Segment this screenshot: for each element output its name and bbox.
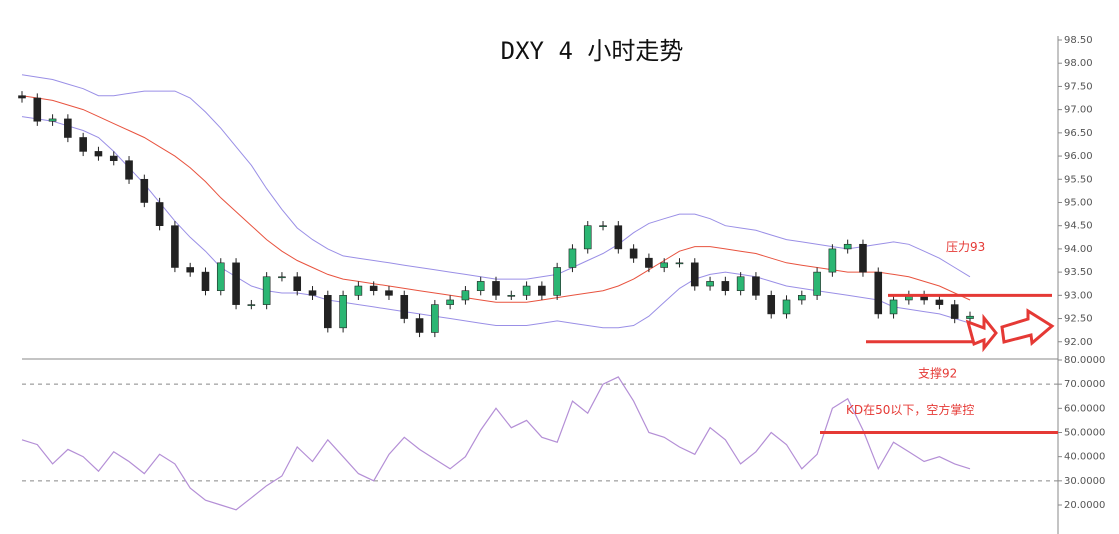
arrows xyxy=(965,308,1055,353)
candle-body xyxy=(79,137,87,152)
candle-body xyxy=(278,276,286,279)
candle-body xyxy=(950,304,959,319)
annotation-label: 支撑92 xyxy=(918,365,957,380)
y-tick-label: 40.0000 xyxy=(1064,452,1105,463)
candle-body xyxy=(675,262,684,265)
candle-body xyxy=(889,299,898,315)
candle-body xyxy=(262,276,271,305)
candle-body xyxy=(415,318,424,333)
candle-body xyxy=(629,248,638,259)
candle-body xyxy=(232,262,240,305)
y-tick-label: 97.50 xyxy=(1064,81,1093,92)
candle-body xyxy=(201,271,210,291)
candle-body xyxy=(431,304,439,333)
y-tick-label: 92.00 xyxy=(1064,337,1093,348)
annotation-label: 压力93 xyxy=(946,240,985,254)
candle-body xyxy=(461,290,470,301)
candle-body xyxy=(538,285,546,296)
candle-body xyxy=(216,262,225,291)
candle-body xyxy=(293,276,302,291)
candle-body xyxy=(247,304,256,306)
candle-body xyxy=(736,276,745,291)
candle-body xyxy=(843,243,852,250)
y-tick-label: 96.00 xyxy=(1064,151,1093,162)
candle-body xyxy=(690,262,699,287)
candle-body xyxy=(828,248,837,273)
candle-body xyxy=(186,267,194,273)
candle-body xyxy=(935,299,944,305)
candle-body xyxy=(109,155,118,162)
candle-body xyxy=(522,285,531,296)
band-lower xyxy=(21,116,971,329)
y-tick-label: 60.0000 xyxy=(1064,403,1105,414)
candle-body xyxy=(706,281,714,287)
candle-body xyxy=(324,295,332,329)
candle-body xyxy=(599,225,607,227)
candle-body xyxy=(553,267,561,296)
candle-body xyxy=(400,295,409,319)
y-tick-label: 93.00 xyxy=(1064,290,1093,301)
candle-body xyxy=(568,248,577,268)
y-tick-label: 94.50 xyxy=(1064,221,1093,232)
y-tick-label: 97.00 xyxy=(1064,105,1093,116)
candle-body xyxy=(308,290,317,296)
candle-body xyxy=(798,295,806,301)
candle-body xyxy=(966,315,974,319)
candle-body xyxy=(492,281,500,296)
y-tick-label: 95.50 xyxy=(1064,174,1093,185)
y-tick-label: 98.00 xyxy=(1064,58,1093,69)
candle-body xyxy=(767,295,776,315)
candle-body xyxy=(339,295,347,329)
candle-body xyxy=(33,97,42,122)
candle-body xyxy=(874,271,883,315)
candle-body xyxy=(385,290,393,296)
y-tick-label: 20.0000 xyxy=(1064,500,1105,511)
candle-body xyxy=(64,118,72,138)
y-tick-label: 70.0000 xyxy=(1064,379,1105,390)
candle-body xyxy=(18,95,26,99)
candle-body xyxy=(446,299,454,305)
y-tick-label: 96.50 xyxy=(1064,128,1093,139)
candle-body xyxy=(48,118,57,122)
candle-body xyxy=(140,178,149,203)
candle-body xyxy=(354,285,363,296)
candle-body xyxy=(645,257,653,268)
candle-body xyxy=(859,243,867,273)
y-tick-label: 95.00 xyxy=(1064,197,1093,208)
candle-body xyxy=(721,281,730,291)
candle-body xyxy=(752,276,760,296)
candle-body xyxy=(813,271,821,296)
arrow-right xyxy=(1000,308,1055,346)
arrow-down xyxy=(965,313,998,353)
y-tick-label: 30.0000 xyxy=(1064,476,1105,487)
candle-body xyxy=(782,299,791,315)
y-tick-label: 98.50 xyxy=(1064,35,1093,46)
candle-body xyxy=(369,285,378,291)
y-tick-label: 93.50 xyxy=(1064,267,1093,278)
chart-title: DXY 4 小时走势 xyxy=(501,37,684,65)
y-tick-label: 92.50 xyxy=(1064,314,1093,325)
candle-body xyxy=(507,295,516,297)
y-tick-label: 80.0000 xyxy=(1064,355,1105,366)
candle-body xyxy=(125,160,133,180)
band-middle xyxy=(21,95,971,303)
candle-body xyxy=(476,281,485,291)
candle-body xyxy=(171,225,179,268)
kd-line xyxy=(21,376,971,511)
annotation-label: KD在50以下，空方掌控 xyxy=(846,402,974,417)
candle-body xyxy=(660,262,668,268)
y-tick-label: 50.0000 xyxy=(1064,428,1105,439)
candle-body xyxy=(614,225,623,250)
y-tick-label: 94.00 xyxy=(1064,244,1093,255)
candle-body xyxy=(155,202,164,226)
candle-body xyxy=(94,151,103,157)
candle-body xyxy=(583,225,592,250)
